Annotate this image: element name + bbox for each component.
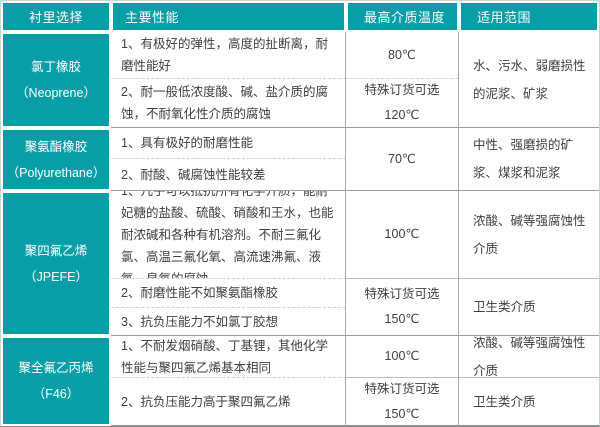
performance-item: 2、耐磨性能不如聚氨酯橡胶: [111, 279, 346, 308]
material-name-en: （Neoprene）: [16, 86, 96, 100]
temperature-cell: 特殊订货可选 120℃: [346, 79, 459, 128]
temperature-cell: 特殊订货可选 150℃: [346, 279, 459, 336]
header-max-medium-temperature: 最高介质温度: [346, 1, 459, 32]
temperature-value: 120℃: [384, 108, 420, 122]
header-main-performance: 主要性能: [111, 1, 346, 32]
material-name: 氯丁橡胶: [30, 60, 81, 74]
application-cell: 卫生类介质: [473, 395, 536, 409]
temperature-cell: 100℃: [346, 336, 459, 378]
application-cell: 水、污水、弱磨损性的泥浆、矿浆: [459, 32, 599, 128]
application-cell: 浓酸、碱等强腐蚀性介质: [459, 336, 599, 378]
performance-item: 2、抗负压能力高于聚四氟乙烯: [111, 378, 346, 426]
temperature-value: 150℃: [384, 312, 420, 326]
material-label-f46: 聚全氟乙丙烯 （F46）: [1, 336, 111, 426]
performance-item: 1、有极好的弹性，高度的扯断离，耐磨性能好: [111, 32, 346, 79]
header-lining-selection: 衬里选择: [1, 1, 111, 32]
temperature-cell: 特殊订货可选 150℃: [346, 378, 459, 426]
temperature-value: 100℃: [384, 349, 420, 363]
temperature-note: 特殊订货可选: [364, 382, 440, 396]
material-label-ptfe: 聚四氟乙烯 （JPEFE）: [1, 191, 111, 336]
material-name: 聚四氟乙烯: [24, 243, 88, 258]
material-name-en: （JPEFE）: [24, 269, 88, 284]
application-cell: 浓酸、碱等强腐蚀性介质: [459, 191, 599, 279]
performance-item: 1、具有极好的耐磨性能: [111, 128, 346, 159]
performance-item: 2、耐酸、碱腐蚀性能较差: [111, 159, 346, 191]
material-name: 聚全氟乙丙烯: [18, 361, 94, 375]
temperature-note: 特殊订货可选: [364, 287, 440, 301]
temperature-cell: 70℃: [346, 128, 459, 191]
temperature-note: 特殊订货可选: [364, 83, 440, 97]
header-applicable-range: 适用范围: [459, 1, 599, 32]
performance-item: 1、不耐发烟硝酸、丁基锂，其他化学性能与聚四氟乙烯基本相同: [111, 336, 346, 378]
temperature-value: 100℃: [384, 227, 420, 241]
temperature-value: 70℃: [388, 151, 416, 166]
material-label-polyurethane: 聚氨酯橡胶 （Polyurethane）: [1, 128, 111, 191]
temperature-cell: 100℃: [346, 191, 459, 279]
temperature-cell: 80℃: [346, 32, 459, 79]
application-cell: 中性、强磨损的矿浆、煤浆和泥浆: [459, 128, 599, 191]
temperature-value: 150℃: [384, 407, 420, 421]
material-name-en: （Polyurethane）: [6, 165, 106, 180]
performance-item: 3、抗负压能力不如氯丁胶想: [111, 308, 346, 336]
temperature-value: 80℃: [388, 47, 416, 62]
application-cell: 卫生类介质: [459, 279, 599, 336]
material-label-neoprene: 氯丁橡胶 （Neoprene）: [1, 32, 111, 128]
performance-item: 2、耐一般低浓度酸、碱、盐介质的腐蚀，不耐氧化性介质的腐蚀: [111, 79, 346, 128]
performance-item: 1、几乎可以抵抗所有化学介质，能耐妃糖的盐酸、硫酸、硝酸和王水，也能耐浓碱和各种…: [111, 191, 346, 279]
material-name: 聚氨酯橡胶: [24, 139, 88, 154]
material-name-en: （F46）: [32, 387, 80, 401]
